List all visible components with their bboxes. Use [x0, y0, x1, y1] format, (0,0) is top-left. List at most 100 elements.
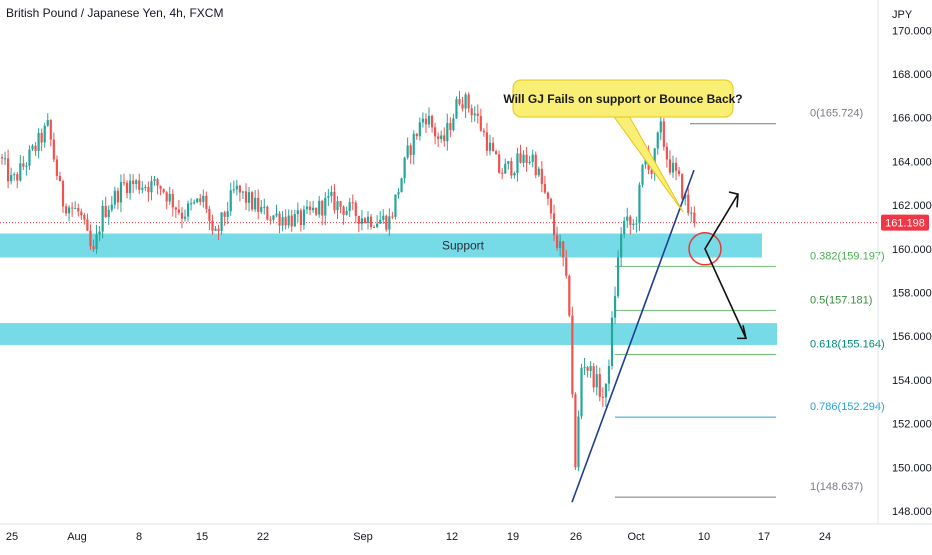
time-tick-label: 15 — [196, 531, 208, 543]
candle-body — [150, 180, 153, 193]
candle-body — [95, 234, 98, 250]
candle-body — [610, 317, 614, 366]
price-tick-label: 164.000 — [892, 156, 932, 168]
candle-body — [556, 235, 559, 249]
candle-body — [620, 234, 623, 258]
candle-body — [321, 200, 324, 216]
candle-body — [406, 145, 409, 158]
candle-body — [671, 162, 675, 173]
time-tick-label: 17 — [758, 531, 770, 543]
price-tick-label: 148.000 — [892, 506, 932, 518]
candle-body — [183, 216, 187, 219]
price-tick-label: 154.000 — [892, 375, 932, 387]
candle-body — [662, 121, 665, 147]
candle-body — [244, 191, 248, 203]
candle-body — [376, 223, 379, 228]
candle-body — [681, 174, 684, 199]
time-tick-label: 22 — [257, 531, 269, 543]
time-tick-label: Aug — [67, 531, 87, 543]
candle-body — [275, 213, 278, 216]
candle-body — [568, 275, 571, 316]
candle-body — [287, 215, 290, 226]
candle-body — [226, 211, 229, 217]
candle-body — [260, 206, 263, 212]
callout-text: Will GJ Fails on support or Bounce Back? — [503, 92, 742, 106]
candle-body — [141, 187, 144, 190]
fib-level-label: 0(165.724) — [810, 108, 863, 120]
candle-body — [562, 241, 565, 258]
candle-body — [397, 192, 400, 195]
candle-body — [366, 216, 370, 223]
time-tick-label: 19 — [507, 531, 519, 543]
candle-body — [446, 123, 449, 142]
candle-body — [52, 139, 55, 160]
candle-body — [247, 192, 251, 203]
candle-body — [98, 231, 101, 235]
support-zone-lower — [0, 323, 777, 345]
candle-body — [601, 396, 604, 398]
candle-body — [571, 315, 574, 395]
time-tick-label: 25 — [6, 531, 18, 543]
candle-body — [37, 132, 40, 151]
candle-body — [607, 365, 611, 384]
candle-body — [650, 169, 653, 174]
candle-body — [519, 153, 522, 163]
candle-body — [421, 118, 424, 123]
candle-body — [638, 184, 641, 224]
candle-body — [589, 366, 592, 371]
candle-body — [0, 157, 4, 159]
candle-body — [122, 182, 126, 184]
candle-body — [31, 145, 34, 150]
candle-body — [507, 161, 510, 164]
candle-body — [418, 122, 421, 137]
candle-body — [61, 181, 65, 207]
candle-body — [345, 210, 348, 216]
candle-body — [162, 189, 165, 193]
candle-body — [171, 193, 174, 208]
candle-body — [278, 213, 281, 226]
candle-body — [363, 218, 367, 223]
candle-body — [177, 209, 180, 213]
candle-body — [257, 197, 260, 212]
candle-body — [165, 192, 168, 202]
candle-body — [101, 205, 104, 232]
candle-body — [58, 175, 62, 182]
current-price-tag — [881, 214, 929, 231]
support-label: Support — [442, 239, 485, 253]
candle-body — [458, 99, 461, 105]
candle-body — [583, 367, 586, 369]
candle-body — [83, 214, 86, 220]
candle-body — [305, 206, 309, 210]
candle-body — [193, 202, 196, 204]
candle-body — [186, 203, 190, 217]
price-tick-label: 152.000 — [892, 419, 932, 431]
candle-body — [315, 207, 318, 215]
candle-body — [220, 212, 223, 231]
candle-body — [19, 163, 22, 181]
candle-body — [147, 186, 150, 193]
candle-body — [348, 202, 351, 211]
focus-circle — [688, 232, 722, 266]
candle-body — [531, 154, 534, 162]
candle-body — [409, 145, 412, 156]
candle-body — [525, 154, 528, 163]
candle-body — [540, 168, 543, 185]
candle-body — [16, 174, 19, 181]
candle-body — [284, 217, 287, 226]
candle-body — [452, 118, 455, 131]
candle-body — [495, 151, 498, 155]
candle-body — [272, 215, 275, 220]
candle-body — [156, 179, 159, 186]
candle-body — [543, 184, 546, 193]
candle-body — [665, 146, 668, 160]
candle-body — [403, 157, 406, 179]
candle-body — [391, 216, 394, 218]
candle-body — [382, 215, 385, 220]
candle-body — [336, 201, 339, 211]
candle-body — [479, 116, 482, 131]
candle-body — [690, 212, 693, 214]
time-tick-label: 24 — [819, 531, 831, 543]
price-tick-label: 170.000 — [892, 25, 932, 37]
candle-body — [104, 205, 107, 218]
